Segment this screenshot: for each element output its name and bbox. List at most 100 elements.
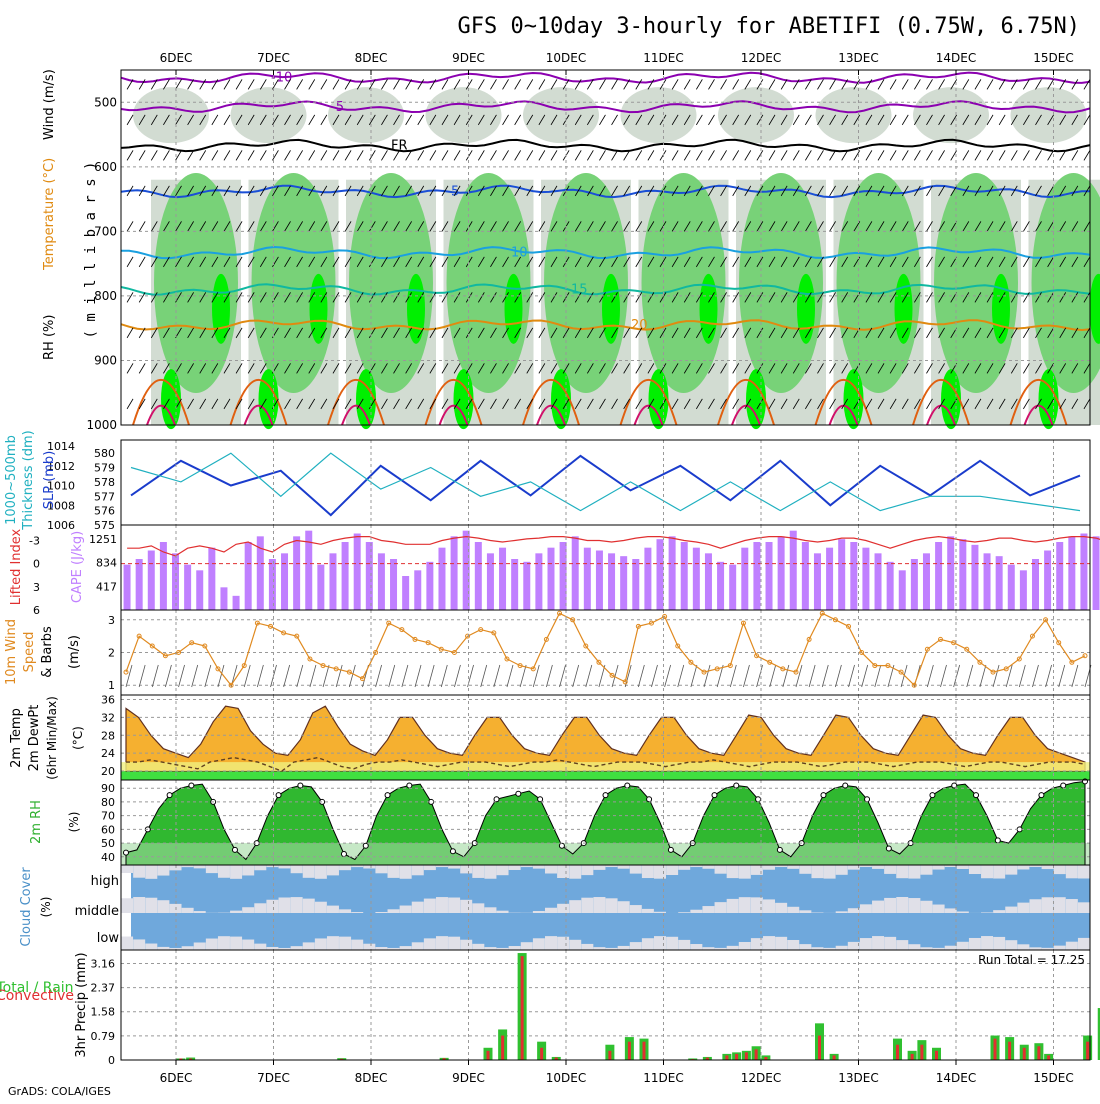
- cloud-high-cover: [715, 865, 727, 874]
- cape-bar: [729, 565, 736, 610]
- date-label-bottom: 7DEC: [257, 1071, 290, 1085]
- cloud-high-cover: [545, 865, 557, 874]
- cape-bar: [499, 548, 506, 610]
- rh-ylabel2: (%): [67, 812, 81, 833]
- cloud-high-cover: [157, 865, 169, 876]
- cape-bar: [1044, 551, 1051, 611]
- wind-barb-10m: [757, 665, 763, 687]
- precip-convective-bar: [1037, 1046, 1040, 1060]
- wind-ylabel1: 10m Wind: [4, 619, 19, 685]
- date-label-bottom: 14DEC: [936, 1071, 976, 1085]
- panel-frame: [121, 440, 1090, 525]
- rh-point: [559, 843, 564, 848]
- cloud-low-cover: [460, 940, 472, 950]
- thickness-tick-label: 576: [94, 505, 115, 518]
- rh-tick-label: 60: [101, 823, 115, 836]
- rh-point: [603, 793, 608, 798]
- cloud-ylabel1: Cloud Cover: [19, 867, 34, 947]
- wind-barb-10m: [1072, 665, 1078, 687]
- cloud-high-cover: [375, 865, 387, 873]
- precip-ylabel3: 3hr Precip (mm): [74, 952, 89, 1057]
- wind-barb-10m: [376, 665, 382, 687]
- wind-barb-10m: [993, 665, 999, 687]
- precip-convective-bar: [935, 1051, 938, 1060]
- rh-point: [1039, 793, 1044, 798]
- rh-tick-label: 90: [101, 782, 115, 795]
- precip-convective-bar: [745, 1052, 748, 1060]
- footer-credit: GrADS: COLA/IGES: [8, 1085, 111, 1098]
- cloud-low-cover: [1066, 942, 1078, 950]
- cloud-low-cover: [242, 940, 254, 950]
- cloud-mid-cover: [654, 912, 666, 913]
- cloud-high-cover: [133, 865, 145, 878]
- cloud-mid-cover: [787, 907, 799, 913]
- cloud-low-cover: [230, 937, 242, 950]
- thickness-tick-label: 575: [94, 519, 115, 532]
- cloud-low-cover: [787, 940, 799, 950]
- wind-barb-10m: [691, 665, 697, 687]
- wind-barb-10m: [560, 665, 566, 687]
- wind-barb-10m: [967, 665, 973, 687]
- rh-shade-high: [259, 369, 279, 429]
- cloud-mid-cover: [291, 897, 303, 913]
- wind-barb-10m: [205, 665, 211, 687]
- date-label-top: 10DEC: [546, 51, 586, 65]
- rh-point: [1061, 783, 1066, 788]
- cloud-mid-cover: [1005, 907, 1017, 913]
- cloud-high-cover: [593, 865, 605, 870]
- cape-bar: [826, 548, 833, 610]
- cloud-high-cover: [727, 865, 739, 878]
- precip-convective-bar: [920, 1045, 923, 1060]
- cape-bar: [511, 559, 518, 610]
- cloud-mid-cover: [884, 898, 896, 913]
- cloud-low-cover: [981, 936, 993, 950]
- rh-shade-high: [844, 369, 864, 429]
- wind-barb-10m: [573, 665, 579, 687]
- cloud-high-cover: [702, 865, 714, 869]
- cloud-low-cover: [182, 946, 194, 950]
- wind-barb-10m: [651, 665, 657, 687]
- temp-green-band: [121, 771, 1090, 780]
- cloud-mid-cover: [739, 897, 751, 913]
- cape-bar: [984, 553, 991, 610]
- cloud-low-cover: [799, 944, 811, 950]
- rh-point: [298, 783, 303, 788]
- cloud-high-cover: [630, 865, 642, 874]
- cloud-mid-cover: [642, 909, 654, 913]
- wind-barb-10m: [1046, 665, 1052, 687]
- mb-tick-label: 1000: [86, 418, 117, 432]
- li-tick-label: 6: [33, 604, 40, 617]
- cape-bar: [366, 542, 373, 610]
- cloud-low-cover: [969, 938, 981, 950]
- cloud-ylabel2: (%): [39, 897, 53, 918]
- wind-barb-10m: [520, 665, 526, 687]
- cloud-mid-cover: [945, 908, 957, 913]
- cloud-low-cover: [557, 937, 569, 950]
- cloud-high-cover: [339, 865, 351, 870]
- rh-point: [886, 846, 891, 851]
- thick-ylabel2: 1000~500mb: [4, 435, 19, 525]
- temp-tick-label: 24: [101, 747, 115, 760]
- cloud-mid-cover: [606, 898, 618, 913]
- cape-bar: [475, 542, 482, 610]
- cloud-mid-cover: [836, 911, 848, 913]
- cloud-mid-cover: [581, 898, 593, 913]
- cloud-high-cover: [472, 865, 484, 878]
- li-tick-label: -3: [29, 534, 40, 547]
- thick-ylabel3: SLP (mb): [42, 451, 57, 510]
- cloud-low-cover: [436, 936, 448, 950]
- cape-bar: [935, 542, 942, 610]
- cloud-mid-cover: [1042, 897, 1054, 913]
- cloud-low-cover: [521, 942, 533, 950]
- precip-convective-bar: [1023, 1048, 1026, 1060]
- cape-bar: [681, 542, 688, 610]
- cloud-mid-cover: [303, 899, 315, 913]
- cloud-low-cover: [363, 944, 375, 950]
- cloud-mid-cover: [388, 909, 400, 913]
- date-label-bottom: 10DEC: [546, 1071, 586, 1085]
- thickness-tick-label: 577: [94, 490, 115, 503]
- cloud-low-cover: [642, 938, 654, 950]
- wind-barb-10m: [599, 665, 605, 687]
- wind-barb-10m: [1032, 665, 1038, 687]
- cloud-mid-cover: [375, 912, 387, 913]
